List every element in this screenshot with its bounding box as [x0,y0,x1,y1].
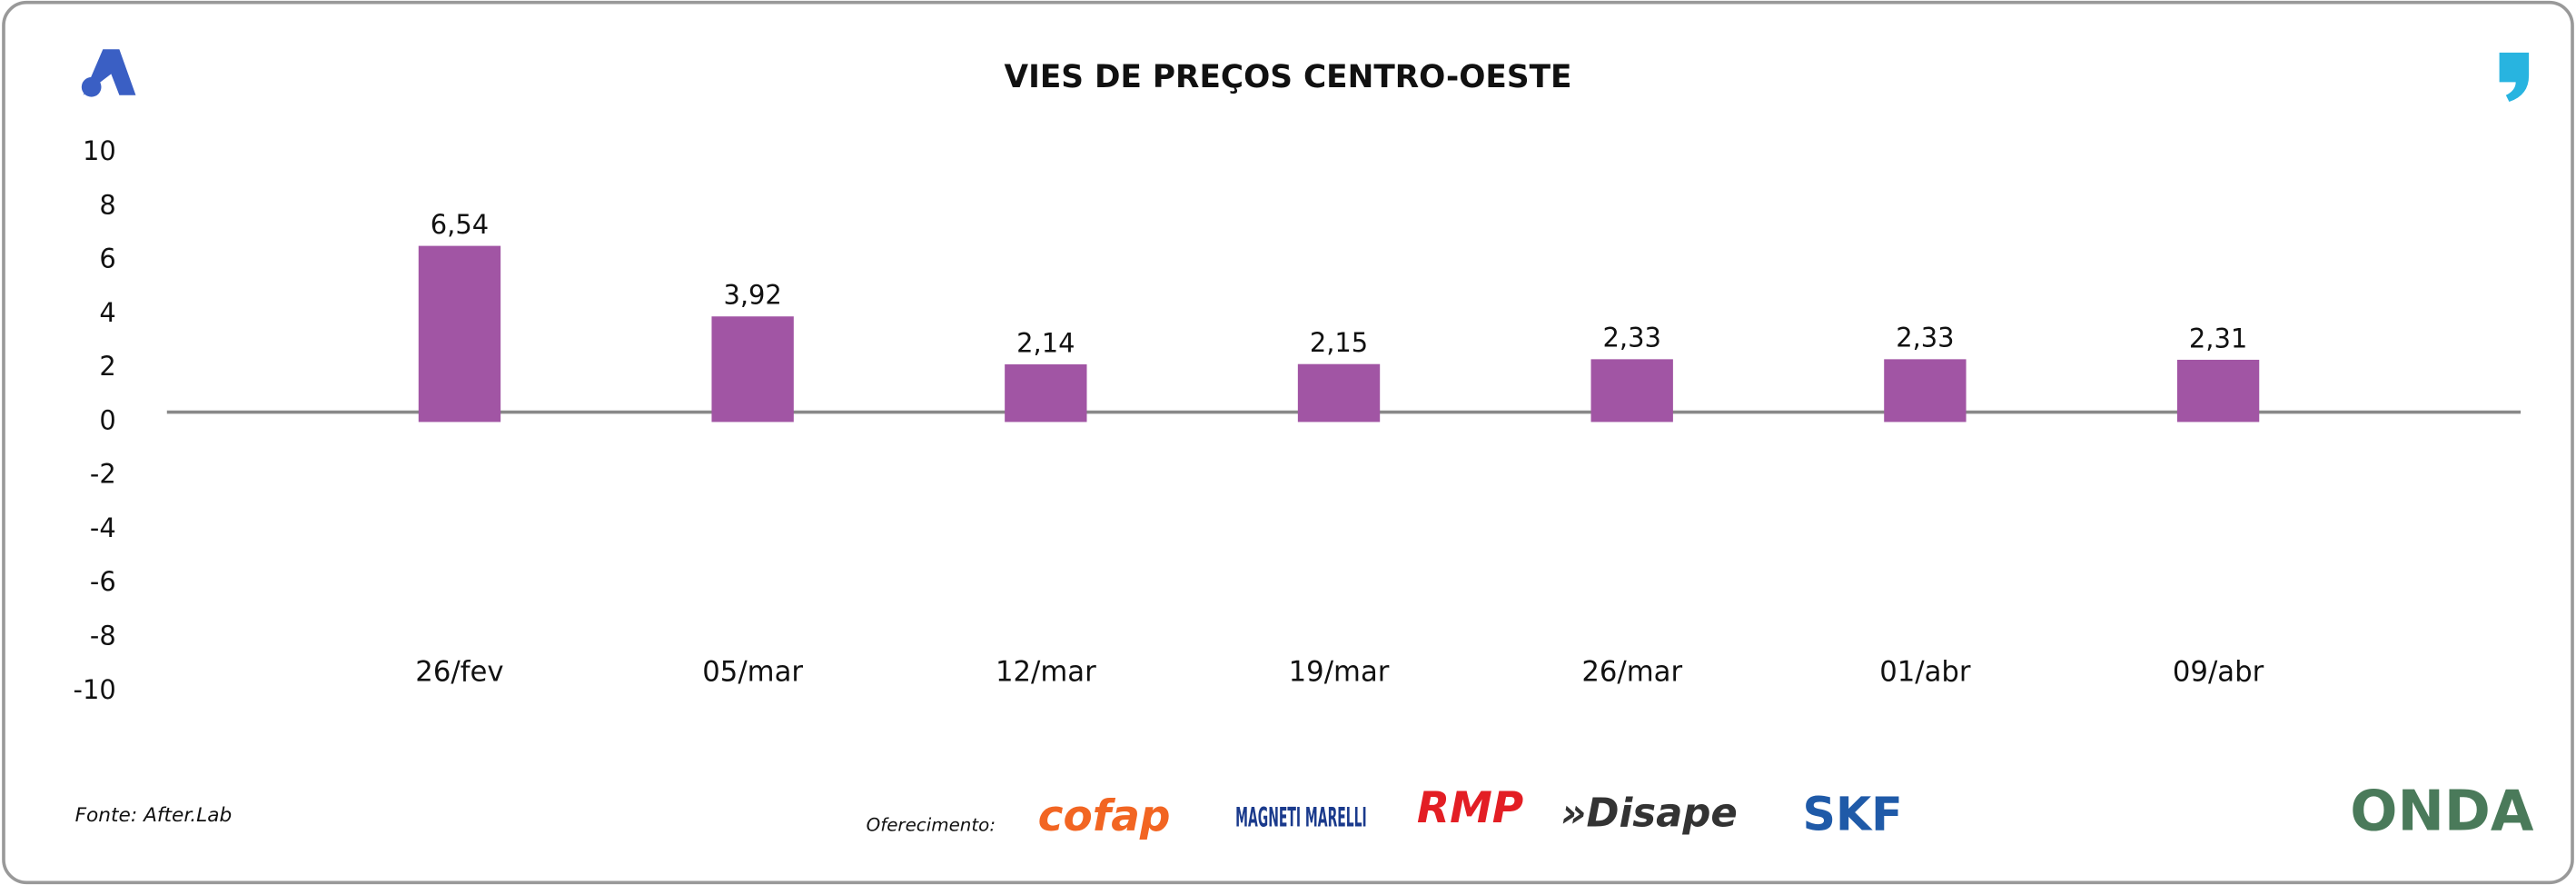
bar [1005,363,1087,423]
y-tick-label: 2 [99,351,115,382]
sponsor-logo: SKF [1803,787,1903,840]
value-label: 6,54 [431,209,489,240]
source: Fonte: After.Lab [75,804,233,827]
y-tick-label: 0 [99,404,115,435]
y-tick-label: -4 [90,512,116,543]
y-tick-label: 10 [83,135,116,166]
value-label: 2,33 [1603,323,1661,353]
y-tick-label: 8 [99,189,115,220]
bar [1590,359,1673,423]
y-tick-label: -10 [74,674,116,705]
x-tick-label: 19/mar [1289,655,1390,688]
x-tick-label: 09/abr [2173,655,2264,688]
y-tick-label: -6 [90,566,116,597]
y-tick-label: 4 [99,297,115,328]
sponsor-logo: »Disape [1560,791,1738,837]
x-tick-label: 26/fev [415,655,503,688]
value-label: 2,33 [1896,323,1954,353]
y-tick-label: 6 [99,244,115,274]
bar [1297,363,1381,423]
x-tick-label: 05/mar [702,655,803,688]
value-label: 2,14 [1016,327,1075,358]
logo-left [81,49,136,97]
value-label: 2,31 [2189,323,2247,353]
bar [1884,359,1967,423]
sponsor-logo: RMP [1417,783,1523,833]
chart-title: VIES DE PREÇOS CENTRO-OESTE [1005,59,1572,95]
x-tick-label: 01/abr [1879,655,1971,688]
value-label: 2,15 [1310,327,1368,358]
x-tick-label: 26/mar [1581,655,1682,688]
value-label: 3,92 [723,280,781,311]
brand-logo: ONDA [2350,779,2534,843]
logo-right [2499,52,2530,103]
sponsor-label: Oferecimento: [867,814,996,835]
sponsor-logo: MAGNETI MARELLI [1235,802,1367,833]
sponsor-logo: cofap [1038,791,1171,841]
x-tick-label: 12/mar [996,655,1096,688]
y-tick-label: -8 [90,620,116,651]
bar [418,245,501,423]
bar [2176,359,2260,423]
y-tick-label: -2 [90,459,116,490]
bar [711,316,794,423]
